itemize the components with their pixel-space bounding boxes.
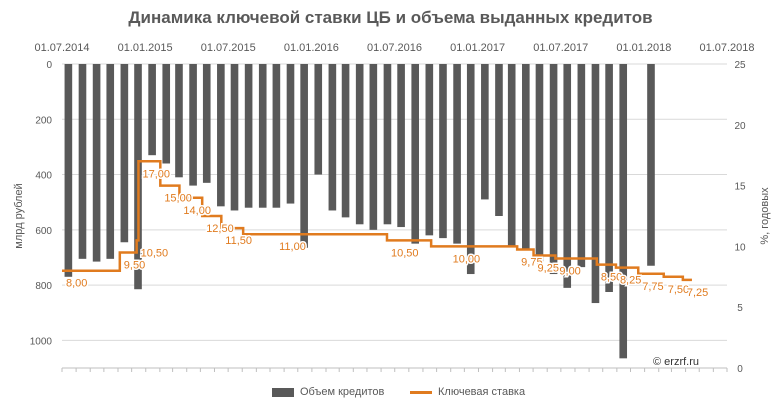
rate-label: 9,75 — [521, 256, 542, 268]
credit-bar — [92, 64, 101, 262]
credit-bar — [439, 64, 447, 239]
rate-label: 7,50 — [668, 284, 689, 296]
y-left-tick-label: 0 — [46, 60, 52, 71]
credit-bar — [369, 64, 378, 230]
rate-label: 10,00 — [453, 253, 481, 265]
key-rate-path — [62, 160, 692, 282]
credit-bar — [383, 64, 392, 225]
rate-label: 10,50 — [391, 247, 419, 259]
x-tick-label: 01.07.2017 — [533, 42, 588, 54]
x-tick-label: 01.01.2015 — [118, 42, 173, 54]
y-right-tick-label: 25 — [734, 60, 746, 71]
credit-bar — [272, 64, 281, 208]
y-right-tick-label: 5 — [737, 303, 743, 314]
legend-bars-swatch — [272, 387, 294, 397]
credit-bar — [217, 64, 225, 207]
x-tick-label: 01.07.2018 — [699, 42, 754, 54]
credit-bar — [328, 64, 337, 211]
credit-bar — [120, 64, 129, 243]
credit-bar — [162, 64, 171, 164]
gridlines — [62, 63, 727, 341]
credit-bar — [577, 64, 586, 268]
credit-bar — [244, 64, 253, 208]
rate-label: 11,00 — [279, 241, 306, 253]
y-left-tick-label: 800 — [35, 281, 52, 292]
y-right-tick-label: 10 — [734, 242, 746, 253]
credit-bar — [175, 64, 183, 178]
credit-bar — [522, 64, 530, 250]
credit-bar — [453, 64, 461, 244]
rate-labels: 8,009,5010,5017,0015,0014,0012,5011,5011… — [65, 167, 710, 301]
x-tick-label: 01.01.2017 — [450, 42, 505, 54]
credit-bar — [258, 64, 267, 208]
credit-bar — [507, 64, 516, 247]
x-tick-label: 01.07.2015 — [201, 42, 256, 54]
rate-label: 10,50 — [141, 247, 169, 259]
credit-bar — [286, 64, 295, 204]
credit-bar — [148, 64, 156, 156]
y-left-tick-label: 600 — [35, 226, 52, 237]
chart-title: Динамика ключевой ставки ЦБ и объема выд… — [128, 8, 653, 27]
legend-rate-swatch — [410, 390, 432, 394]
rate-label: 9,25 — [538, 263, 559, 275]
y-left-tick-label: 400 — [35, 171, 52, 182]
credit-volume-bars — [64, 64, 655, 359]
y-right-tick-label: 15 — [734, 182, 746, 193]
credit-bar — [605, 64, 613, 292]
y-left-tick-label: 1000 — [30, 336, 53, 347]
credit-bar — [425, 64, 434, 236]
legend-bars: Объем кредитов — [272, 386, 384, 398]
credit-bar — [189, 64, 197, 186]
credit-bar — [481, 64, 489, 200]
rate-label: 11,50 — [225, 235, 252, 247]
y-right-axis-title: %, годовых — [759, 187, 771, 245]
rate-label: 9,50 — [124, 259, 145, 271]
credit-bar — [591, 64, 600, 304]
credit-bar — [563, 64, 572, 288]
credit-bar — [202, 64, 211, 183]
credit-bar — [355, 64, 364, 225]
key-rate-line — [62, 160, 692, 282]
rate-label: 8,25 — [620, 275, 641, 287]
legend-bars-label: Объем кредитов — [300, 386, 385, 398]
credit-bar — [397, 64, 405, 228]
legend-rate-label: Ключевая ставка — [438, 386, 526, 398]
credit-bar — [341, 64, 350, 218]
credit-bar — [535, 64, 544, 263]
rate-label: 8,00 — [66, 278, 87, 290]
credit-bar — [647, 64, 655, 266]
x-tick-label: 01.07.2016 — [367, 42, 422, 54]
rate-label: 7,75 — [642, 281, 663, 293]
watermark: © erzrf.ru — [653, 356, 699, 368]
credit-bar — [64, 64, 73, 277]
credit-bar — [78, 64, 87, 259]
rate-label: 9,00 — [559, 266, 580, 278]
y-right-tick-label: 0 — [737, 364, 743, 375]
x-tick-label: 01.07.2014 — [34, 42, 89, 54]
credit-bar — [300, 64, 308, 248]
legend-rate: Ключевая ставка — [410, 386, 525, 398]
x-tick-label: 01.01.2016 — [284, 42, 339, 54]
credit-bar — [495, 64, 503, 216]
credit-bar — [314, 64, 323, 175]
y-left-axis-title: млрд рублей — [13, 183, 25, 248]
x-tick-label: 01.01.2018 — [616, 42, 671, 54]
credit-bar — [106, 64, 115, 259]
axes: 01.07.2014 01.01.2015 01.07.2015 01.01.2016… — [13, 42, 771, 375]
rate-label: 15,00 — [164, 193, 192, 205]
credit-bar — [466, 64, 475, 275]
rate-label: 8,50 — [601, 272, 622, 284]
rate-label: 17,00 — [142, 168, 170, 180]
credit-bar — [230, 64, 239, 211]
credit-bar — [411, 64, 420, 244]
credit-bar — [619, 64, 628, 359]
rate-label: 12,50 — [206, 223, 234, 235]
rate-label: 14,00 — [183, 205, 211, 217]
rate-label: 7,25 — [687, 287, 708, 299]
y-right-tick-label: 20 — [734, 121, 746, 132]
y-left-tick-label: 200 — [35, 115, 52, 126]
credit-bar — [549, 64, 558, 275]
